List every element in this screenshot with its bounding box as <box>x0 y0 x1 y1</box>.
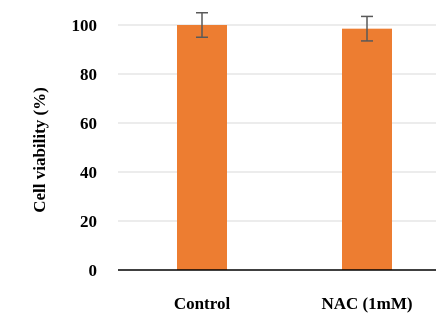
error-bar-2 <box>361 15 373 42</box>
y-axis-title: Cell viability (%) <box>30 87 49 213</box>
y-tick-label-0: 0 <box>89 261 98 280</box>
y-tick-label-40: 40 <box>80 163 97 182</box>
y-tick-label-80: 80 <box>80 65 97 84</box>
y-tick-labels: 0 20 40 60 80 100 <box>72 16 98 280</box>
y-tick-label-60: 60 <box>80 114 97 133</box>
x-tick-labels: Control NAC (1mM) <box>174 294 413 313</box>
x-tick-label-2: NAC (1mM) <box>321 294 412 313</box>
y-tick-label-20: 20 <box>80 212 97 231</box>
error-bar-1 <box>196 12 208 38</box>
error-bars <box>196 12 373 42</box>
bar-2 <box>342 28 392 270</box>
bars <box>177 25 392 270</box>
x-tick-label-1: Control <box>174 294 231 313</box>
y-tick-label-100: 100 <box>72 16 98 35</box>
bar-1 <box>177 25 227 270</box>
